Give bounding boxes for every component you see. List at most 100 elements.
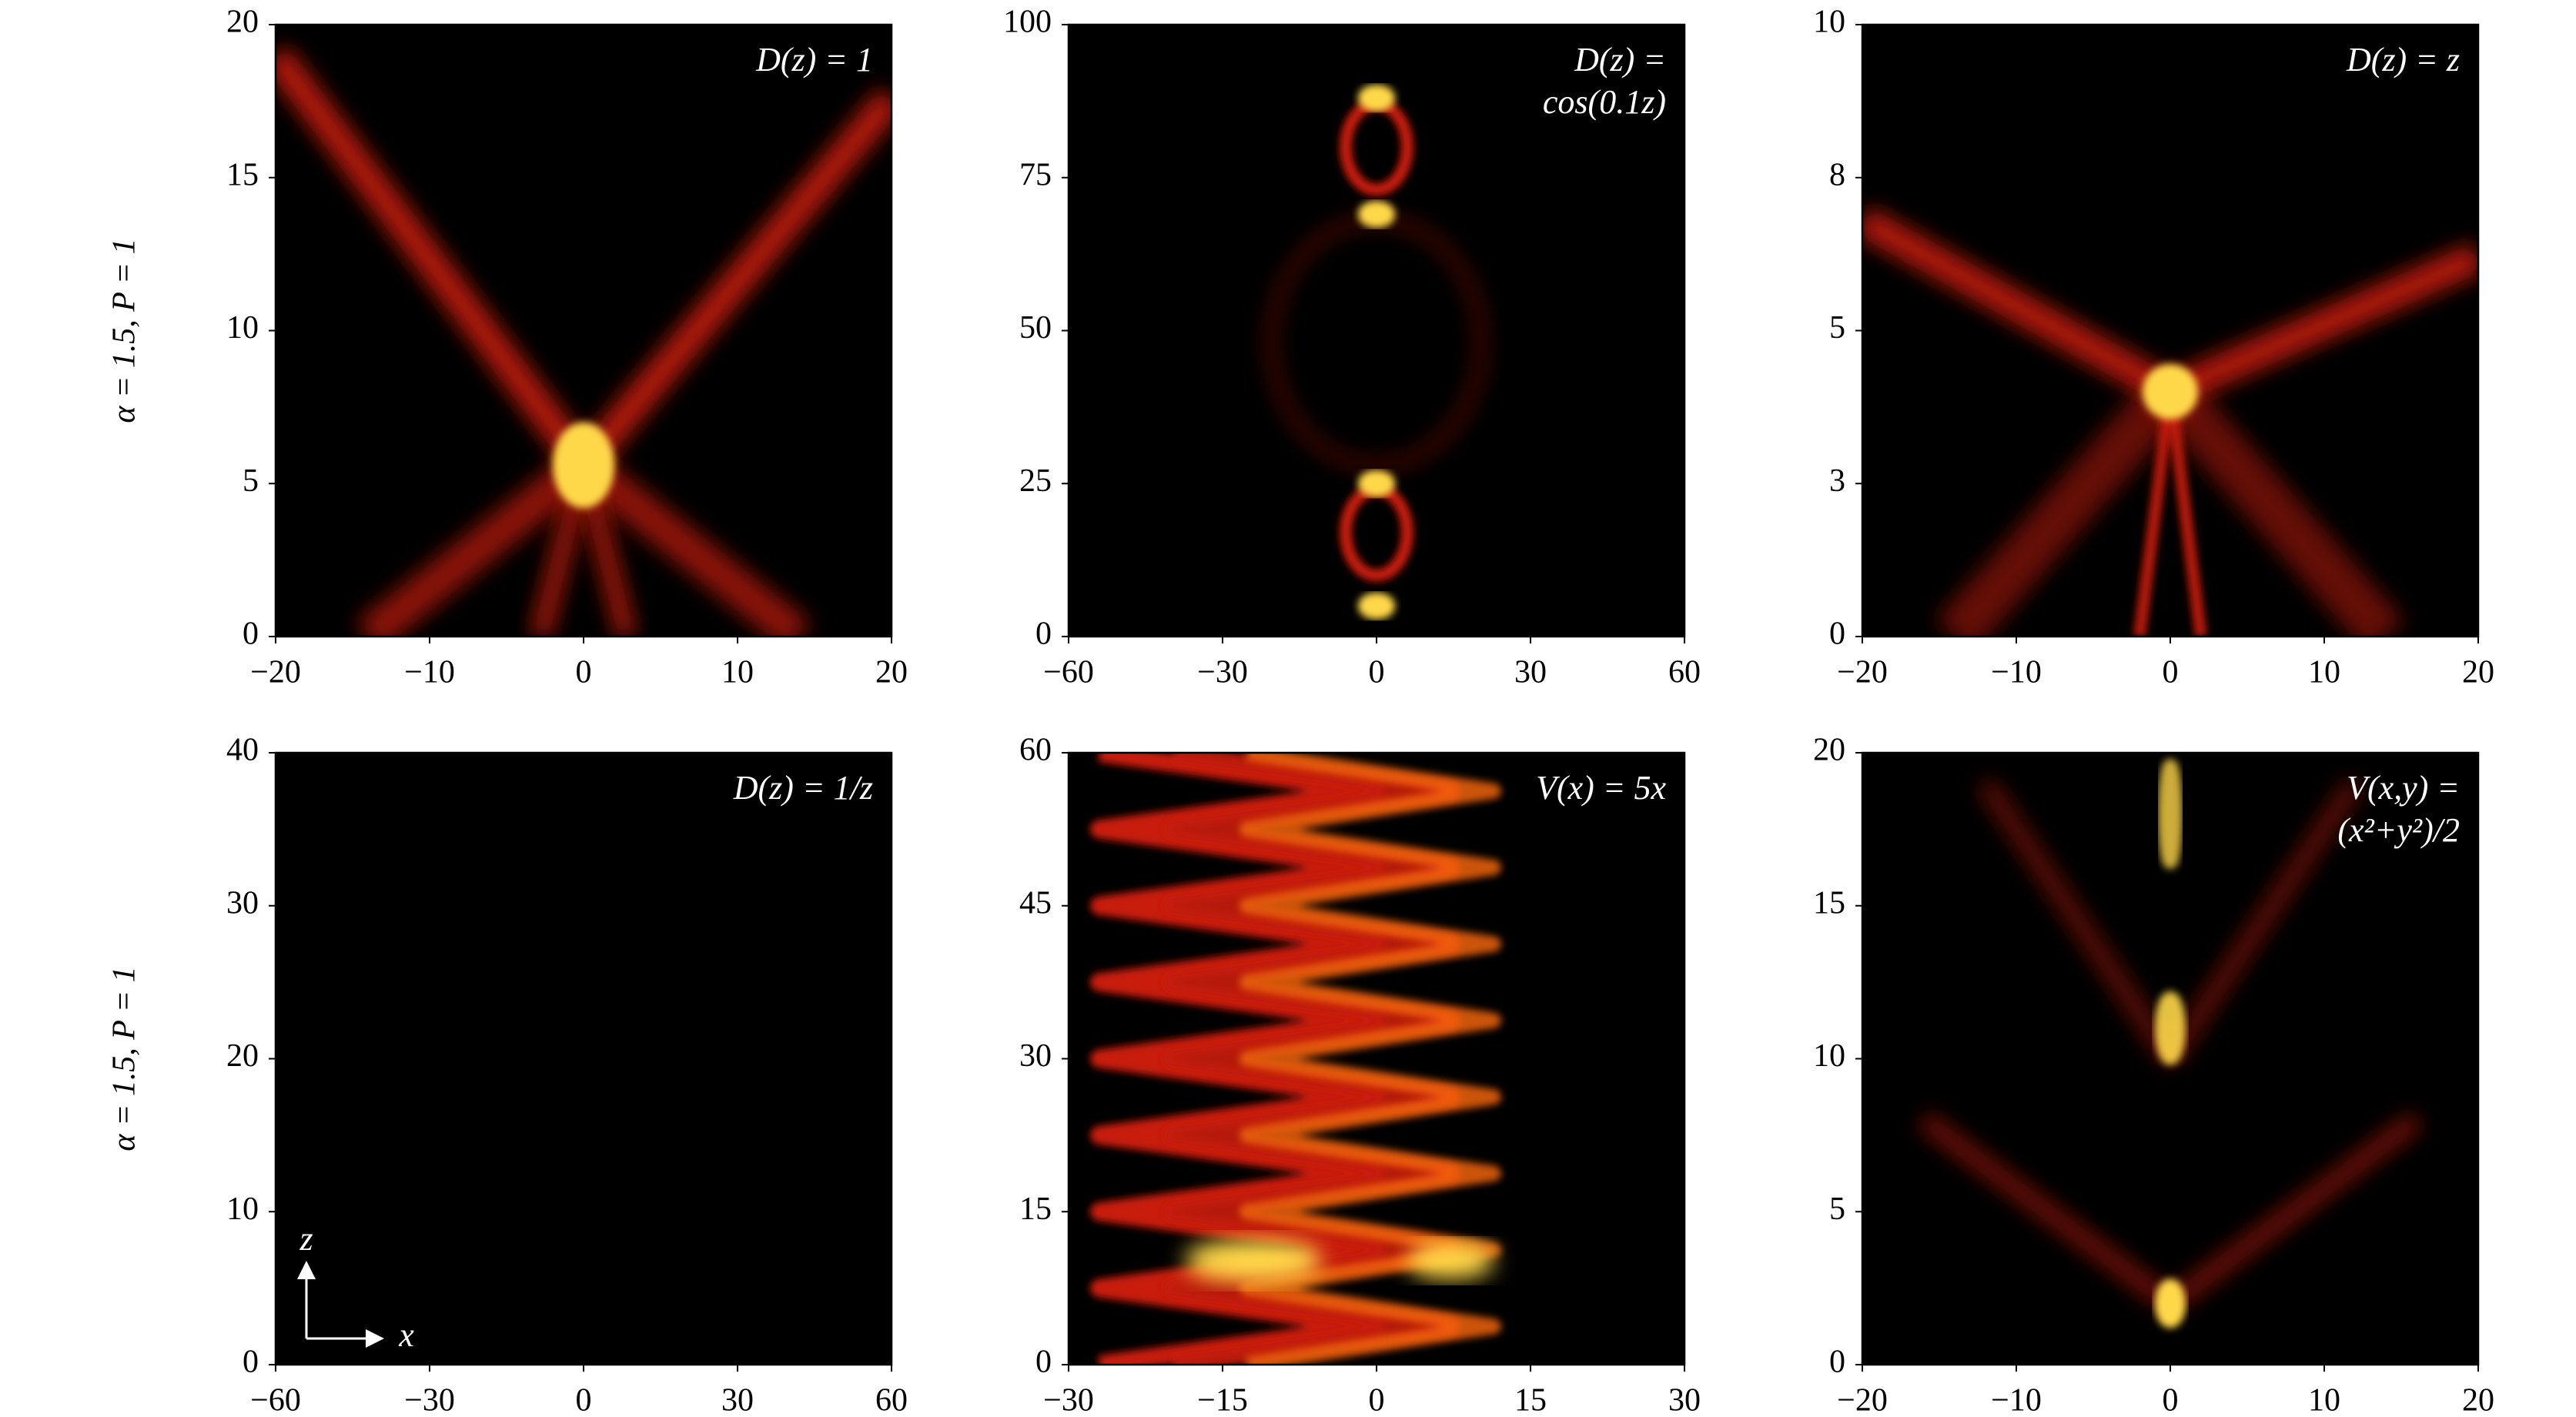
y-tick-label: 10 xyxy=(226,310,259,346)
x-tick-label: 0 xyxy=(2163,655,2179,690)
y-tick-label: 0 xyxy=(243,1345,259,1380)
intensity-spot xyxy=(1358,200,1395,228)
x-tick-label: −15 xyxy=(1197,1383,1248,1417)
heatmap xyxy=(1862,206,2478,637)
x-tick-label: 0 xyxy=(576,655,592,690)
x-tick-label: −10 xyxy=(404,655,455,690)
intensity-spot xyxy=(1358,84,1395,112)
x-tick-label: 30 xyxy=(721,1383,754,1417)
intensity-spot xyxy=(1407,1242,1494,1279)
y-tick-label: 5 xyxy=(1829,310,1845,346)
y-tick-label: 20 xyxy=(1813,733,1845,768)
annotation: D(z) = 1/z xyxy=(733,769,873,807)
y-tick-label: 20 xyxy=(226,5,259,40)
intensity-spot xyxy=(1358,470,1395,497)
x-tick-label: 30 xyxy=(1514,655,1547,690)
heatmap xyxy=(1090,753,1501,1365)
annotation: cos(0.1z) xyxy=(1543,83,1666,121)
heatmap-background xyxy=(1069,25,1684,637)
x-tick-label: −10 xyxy=(1991,655,2042,690)
row-label: α = 1.5, P = 1 xyxy=(107,238,142,423)
intensity-band xyxy=(1862,206,2178,406)
intensity-spot xyxy=(2155,1278,2186,1328)
x-tick-label: 10 xyxy=(721,655,754,690)
intensity-band xyxy=(356,450,595,637)
x-tick-label: −60 xyxy=(1043,655,1094,690)
intensity-spot xyxy=(2155,991,2186,1065)
x-tick-label: 30 xyxy=(1668,1383,1701,1417)
heatmap-background xyxy=(1862,25,2478,637)
x-tick-label: 60 xyxy=(875,1383,908,1417)
heatmap xyxy=(1266,84,1487,620)
x-tick-label: −20 xyxy=(1837,1383,1888,1417)
y-tick-label: 30 xyxy=(226,885,259,921)
intensity-band xyxy=(572,450,811,637)
intensity-band xyxy=(2133,391,2176,637)
y-tick-label: 0 xyxy=(1829,617,1845,652)
annotation: D(z) = xyxy=(1574,41,1666,79)
y-tick-label: 0 xyxy=(1829,1345,1845,1380)
y-tick-label: 5 xyxy=(243,463,259,499)
y-tick-label: 75 xyxy=(1019,157,1052,192)
x-tick-label: −30 xyxy=(1043,1383,1094,1417)
x-tick-label: 60 xyxy=(1668,655,1701,690)
y-tick-label: 45 xyxy=(1019,885,1052,921)
row-label: α = 1.5, P = 1 xyxy=(107,966,142,1151)
panel: −20 −10 0 10 20 0 3 5 8 10 D(z) = z xyxy=(1813,5,2494,690)
y-tick-label: 10 xyxy=(226,1191,259,1227)
x-tick-label: −30 xyxy=(1197,655,1248,690)
x-tick-label: 20 xyxy=(2462,655,2494,690)
intensity-spot xyxy=(2143,364,2198,419)
intensity-band xyxy=(571,88,892,476)
x-tick-label: 10 xyxy=(2308,655,2340,690)
intensity-band xyxy=(2164,1112,2423,1312)
intensity-spot xyxy=(2158,758,2183,870)
y-tick-label: 60 xyxy=(1019,733,1052,768)
x-tick-label: 15 xyxy=(1514,1383,1547,1417)
y-tick-label: 3 xyxy=(1829,463,1845,499)
y-tick-label: 10 xyxy=(1813,5,1845,40)
intensity-spot xyxy=(1186,1238,1321,1282)
annotation: V(x) = 5x xyxy=(1536,769,1666,807)
intensity-spot xyxy=(553,422,614,509)
x-tick-label: 20 xyxy=(2462,1383,2494,1417)
x-tick-label: 0 xyxy=(2163,1383,2179,1417)
x-tick-label: −10 xyxy=(1991,1383,2042,1417)
panel: −30 −15 0 15 30 0 15 30 45 60 V(x) = 5x xyxy=(1019,733,1701,1417)
panel: −60 −30 0 30 60 0 10 20 30 40 D(z) = 1/z z x xyxy=(226,733,908,1417)
y-tick-label: 10 xyxy=(1813,1038,1845,1074)
y-tick-label: 20 xyxy=(226,1038,259,1074)
y-tick-label: 0 xyxy=(1035,1345,1052,1380)
y-tick-label: 100 xyxy=(1003,5,1052,40)
axis-arrow-label: x xyxy=(398,1316,414,1354)
y-tick-label: 15 xyxy=(1813,885,1845,921)
intensity-band xyxy=(1918,1112,2176,1312)
annotation: D(z) = z xyxy=(2346,41,2460,79)
panel: −60 −30 0 30 60 0 25 50 75 100 D(z) = cos(0.1z) xyxy=(1003,5,1701,690)
x-tick-label: −30 xyxy=(404,1383,455,1417)
x-tick-label: −20 xyxy=(1837,655,1888,690)
y-tick-label: 15 xyxy=(1019,1191,1052,1227)
intensity-band xyxy=(1164,753,1460,1365)
annotation: (x²+y²)/2 xyxy=(2337,811,2460,849)
y-tick-label: 8 xyxy=(1829,157,1845,192)
intensity-band xyxy=(1978,778,2178,1064)
intensity-band xyxy=(1935,375,2190,637)
y-tick-label: 50 xyxy=(1019,310,1052,346)
x-tick-label: 10 xyxy=(2308,1383,2340,1417)
intensity-band xyxy=(2151,375,2405,637)
intensity-band xyxy=(2164,391,2207,637)
axis-arrow-label: z xyxy=(299,1220,313,1258)
heatmap xyxy=(276,45,892,637)
intensity-band xyxy=(2163,242,2478,406)
y-tick-label: 5 xyxy=(1829,1191,1845,1227)
x-tick-label: −20 xyxy=(250,655,301,690)
annotation: V(x,y) = xyxy=(2347,769,2460,807)
y-tick-label: 15 xyxy=(226,157,259,192)
x-tick-label: 20 xyxy=(875,655,908,690)
y-tick-label: 30 xyxy=(1019,1038,1052,1074)
x-tick-label: 0 xyxy=(576,1383,592,1417)
y-tick-label: 25 xyxy=(1019,463,1052,499)
x-tick-label: 0 xyxy=(1369,655,1385,690)
